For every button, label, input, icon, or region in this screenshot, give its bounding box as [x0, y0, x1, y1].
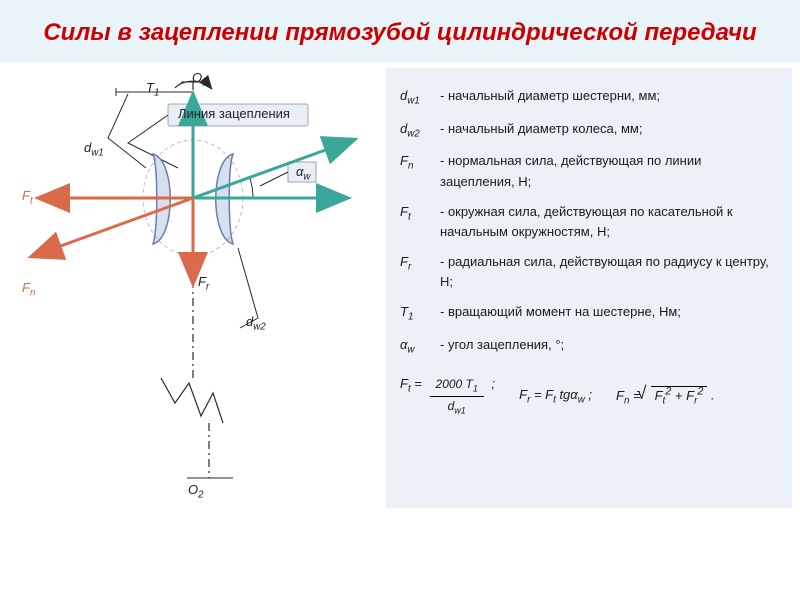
legend-panel: dw1- начальный диаметр шестерни, мм; dw2-… — [386, 68, 792, 508]
formula-fr: Fr = Ft tgαw ; — [519, 385, 592, 408]
diagram-svg — [8, 68, 378, 508]
diagram-label-Ft: Ft — [22, 188, 33, 207]
legend-item: T1- вращающий момент на шестерне, Нм; — [400, 302, 776, 325]
diagram-label-dw1: dw1 — [84, 140, 104, 159]
diagram-label-O1: O1 — [192, 70, 208, 89]
diagram-label-O2: O2 — [188, 482, 204, 501]
legend-items: dw1- начальный диаметр шестерни, мм; dw2-… — [400, 86, 776, 358]
force-diagram: O1 T1 dw1 Линия зацепления αw Ft Fr Fn dw2 O2 — [8, 68, 378, 508]
diagram-label-alpha: αw — [296, 164, 310, 183]
diagram-label-dw2: dw2 — [246, 314, 266, 333]
legend-item: Fn- нормальная сила, действующая по лини… — [400, 151, 776, 191]
legend-item: dw2- начальный диаметр колеса, мм; — [400, 119, 776, 142]
legend-item: dw1- начальный диаметр шестерни, мм; — [400, 86, 776, 109]
diagram-label-T1: T1 — [146, 80, 159, 99]
content-row: O1 T1 dw1 Линия зацепления αw Ft Fr Fn dw2 O2 dw1… — [0, 62, 800, 508]
legend-item: Ft- окружная сила, действующая по касате… — [400, 202, 776, 242]
diagram-label-engage: Линия зацепления — [178, 106, 290, 121]
diagram-label-Fn: Fn — [22, 280, 35, 299]
formula-row: Ft = 2000 T1dw1 ; Fr = Ft tgαw ; Fn =Ft2… — [400, 374, 776, 419]
legend-item: αw- угол зацепления, °; — [400, 335, 776, 358]
legend-item: Fr- радиальная сила, действующая по ради… — [400, 252, 776, 292]
page-title: Силы в зацеплении прямозубой цилиндричес… — [0, 18, 800, 48]
diagram-label-Fr: Fr — [198, 274, 209, 293]
title-box: Силы в зацеплении прямозубой цилиндричес… — [0, 0, 800, 62]
formula-fn: Fn =Ft2 + Fr2 . — [616, 383, 715, 408]
formula-ft: Ft = 2000 T1dw1 ; — [400, 374, 495, 419]
